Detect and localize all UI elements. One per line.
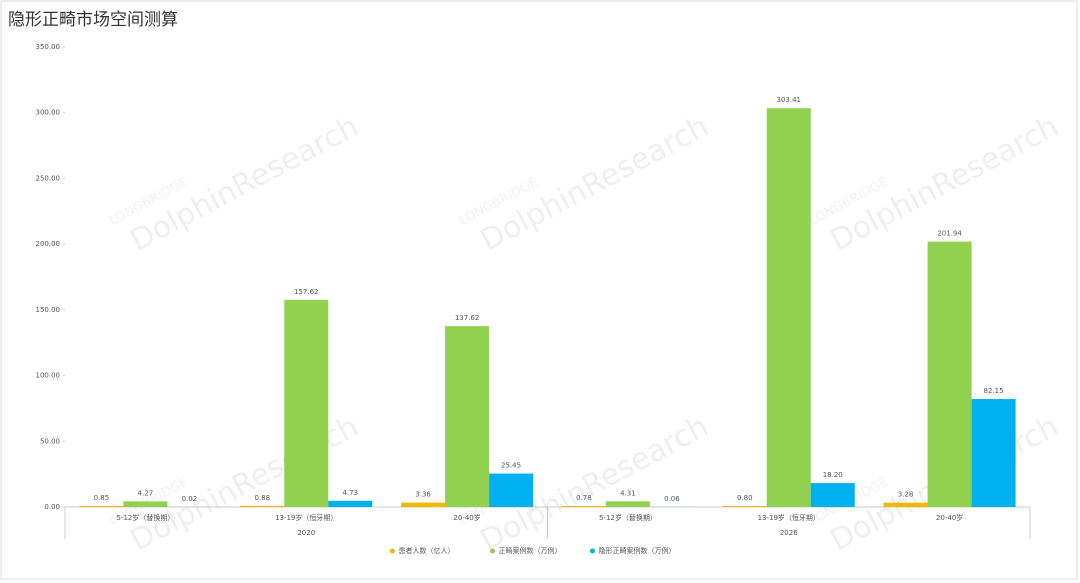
bar <box>445 326 490 507</box>
x-tick-label: 5-12岁（替换期） <box>116 513 174 522</box>
y-tick-label: 300.00 <box>36 109 61 117</box>
value-label: 303.41 <box>777 96 802 104</box>
value-label: 4.27 <box>138 489 154 497</box>
value-label: 157.62 <box>294 288 319 296</box>
value-label: 25.45 <box>501 462 521 470</box>
x-tick-label: 13-19岁（恒牙期） <box>758 513 820 522</box>
y-tick-label: 350.00 <box>36 43 61 51</box>
x-tick-label: 20-40岁 <box>936 513 963 522</box>
bar <box>883 502 928 507</box>
y-tick-label: 0.00 <box>44 503 60 511</box>
value-label: 0.88 <box>254 494 270 502</box>
group-label: 2020 <box>297 529 315 537</box>
value-label: 201.94 <box>937 230 962 238</box>
y-tick-label: 100.00 <box>36 372 61 380</box>
bar <box>123 501 168 507</box>
legend-label: 患者人数（亿人） <box>399 546 455 555</box>
bar <box>79 505 124 507</box>
bar <box>722 505 767 507</box>
legend-swatch <box>490 548 495 554</box>
value-label: 18.20 <box>823 471 843 479</box>
value-label: 3.28 <box>898 491 914 499</box>
y-tick-label: 250.00 <box>36 174 61 182</box>
bar <box>766 108 811 507</box>
bar <box>240 505 285 507</box>
bar <box>927 241 972 507</box>
bar <box>489 473 534 507</box>
value-label: 0.80 <box>737 494 753 502</box>
x-tick-label: 5-12岁（替换期） <box>599 513 657 522</box>
value-label: 4.73 <box>342 489 358 497</box>
chart-title: 隐形正畸市场空间测算 <box>8 10 178 30</box>
bar <box>401 502 446 507</box>
y-tick-label: 200.00 <box>36 240 61 248</box>
y-tick-label: 150.00 <box>36 306 61 314</box>
legend-label: 正畸案例数（万例） <box>499 546 562 555</box>
bar <box>561 505 606 507</box>
legend-swatch <box>390 548 395 554</box>
x-tick-label: 13-19岁（恒牙期） <box>275 513 337 522</box>
value-label: 0.06 <box>664 495 680 503</box>
legend-swatch <box>590 548 595 554</box>
value-label: 0.85 <box>94 494 110 502</box>
value-label: 3.36 <box>415 491 431 499</box>
value-label: 137.62 <box>455 314 480 322</box>
bar <box>328 500 373 507</box>
x-tick-label: 20-40岁 <box>453 513 480 522</box>
y-tick-label: 50.00 <box>40 437 60 445</box>
group-label: 2026 <box>780 529 798 537</box>
bar <box>605 501 650 507</box>
value-label: 0.78 <box>576 494 592 502</box>
value-label: 82.15 <box>984 387 1004 395</box>
bar <box>971 399 1016 507</box>
value-label: 4.31 <box>620 489 636 497</box>
bar <box>284 299 329 507</box>
legend-label: 隐形正畸案例数（万例） <box>599 546 676 555</box>
value-label: 0.02 <box>182 495 198 503</box>
bar <box>810 483 855 507</box>
